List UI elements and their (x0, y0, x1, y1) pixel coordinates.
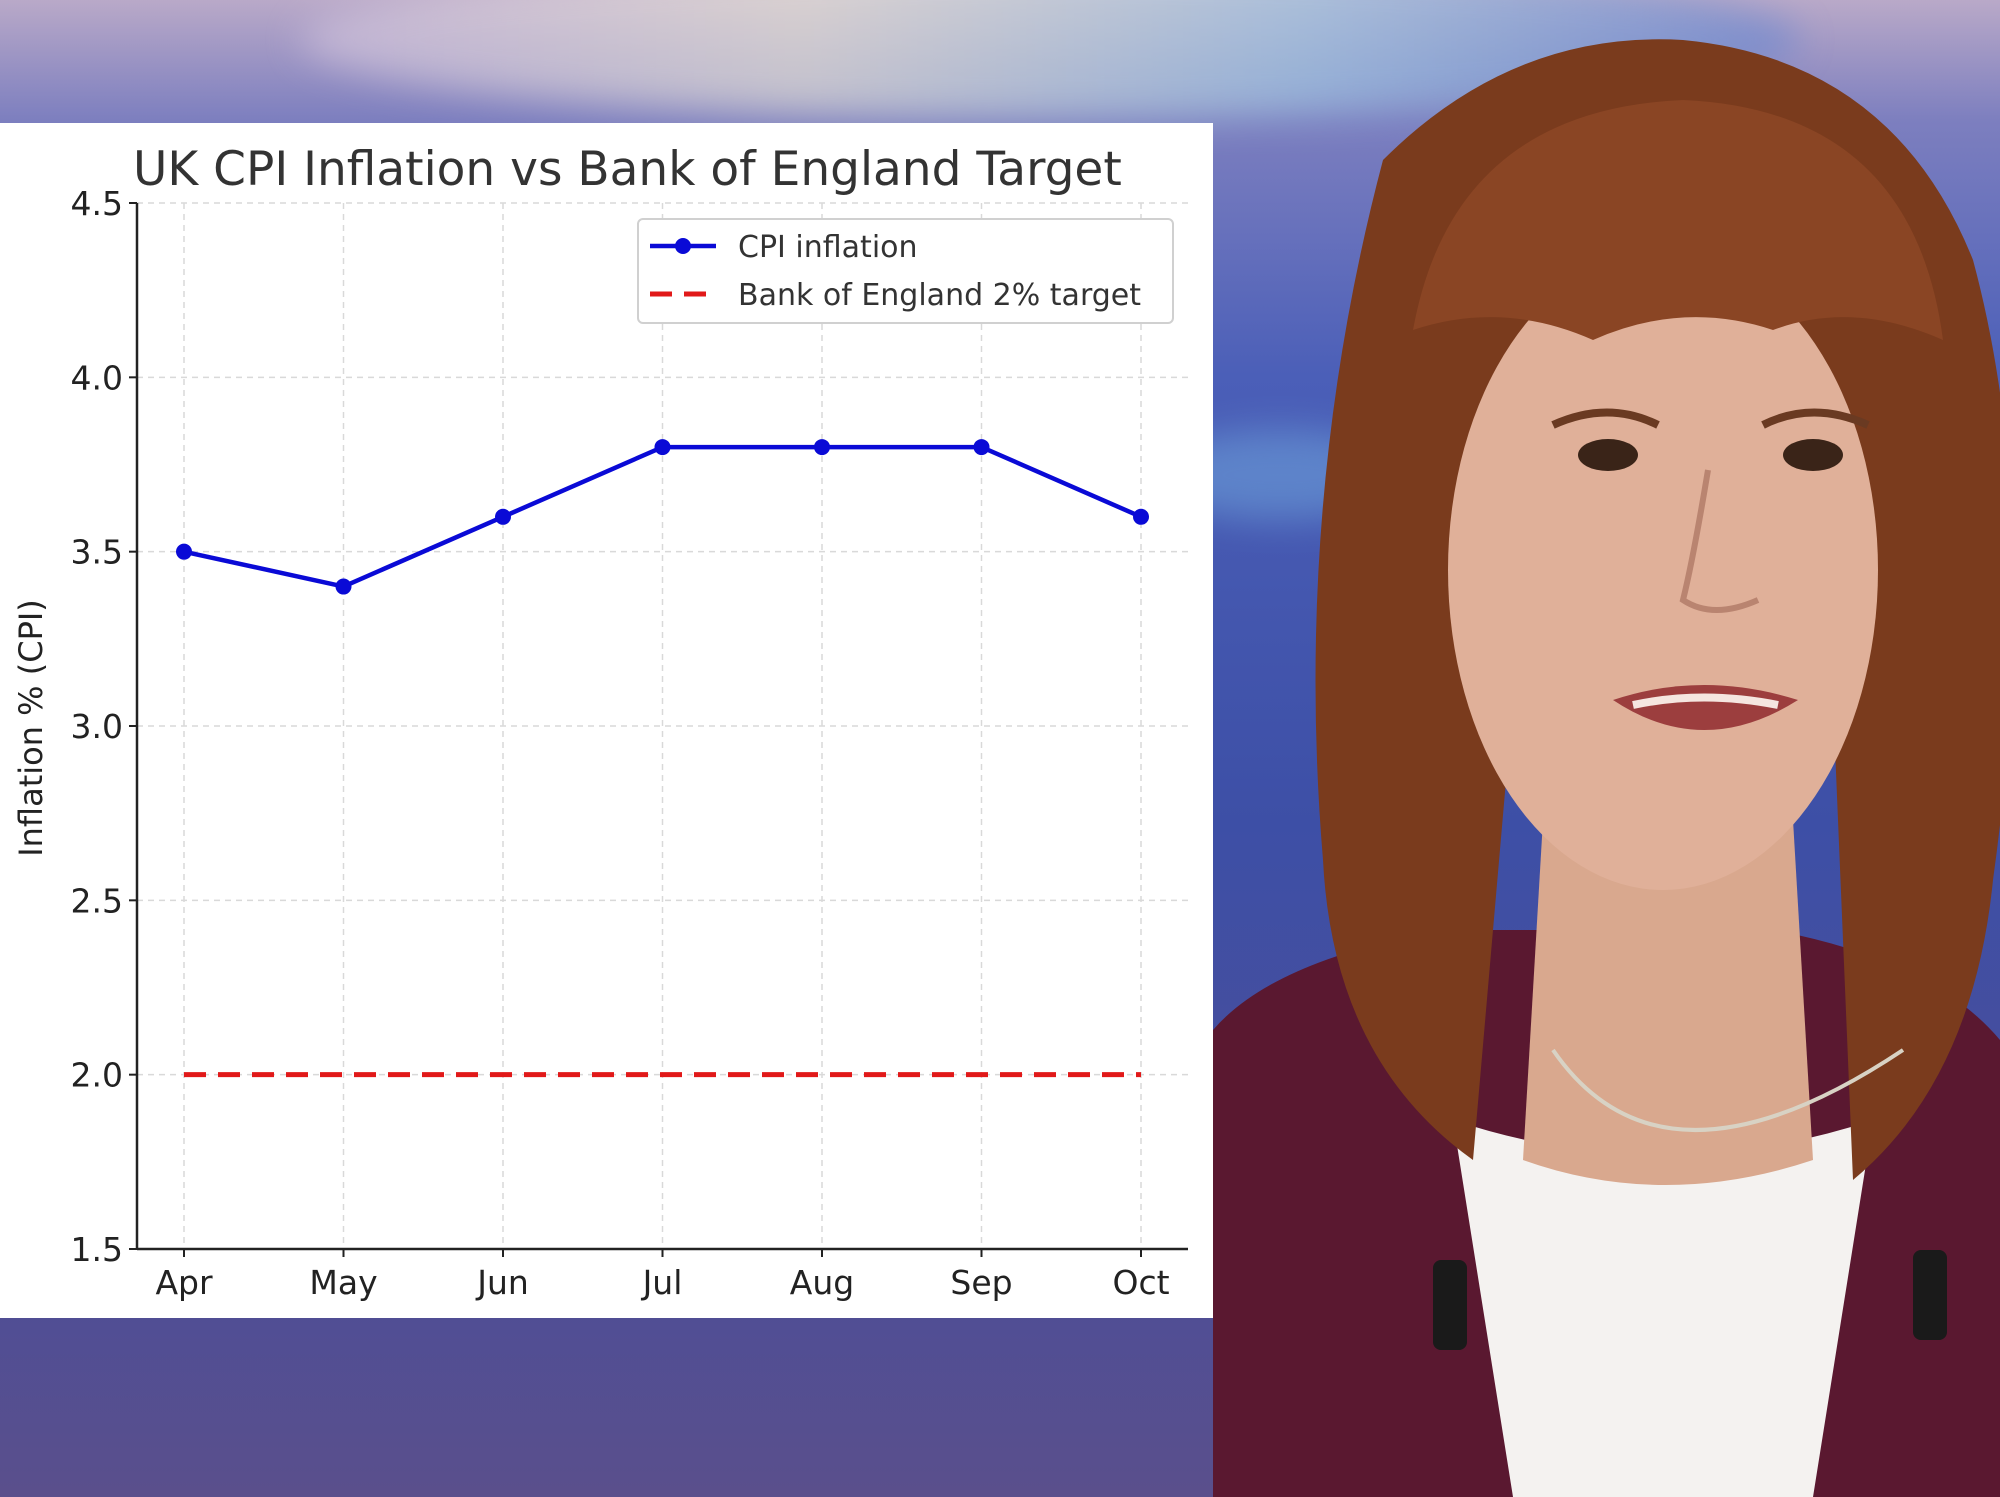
y-tick-label: 4.5 (71, 184, 123, 223)
cpi-line-chart: UK CPI Inflation vs Bank of England Targ… (12, 142, 1188, 1302)
cpi-data-point (335, 578, 352, 595)
y-tick-label: 2.0 (71, 1056, 123, 1095)
x-tick-label: Aug (790, 1263, 854, 1302)
legend-label-target: Bank of England 2% target (738, 278, 1141, 313)
y-tick-label: 1.5 (71, 1230, 123, 1269)
y-tick-label: 3.0 (71, 707, 123, 746)
legend: CPI inflation Bank of England 2% target (637, 218, 1174, 324)
legend-marker-cpi (675, 238, 691, 254)
cpi-data-point (1133, 508, 1149, 525)
y-tick-label: 3.5 (71, 533, 123, 572)
y-tick-label: 2.5 (71, 881, 123, 920)
x-tick-label: Jun (475, 1263, 529, 1302)
x-tick-label: Sep (950, 1263, 1012, 1302)
legend-label-cpi: CPI inflation (738, 230, 918, 265)
legend-box (637, 218, 1174, 324)
cpi-data-point (654, 439, 671, 456)
cpi-data-point (176, 543, 192, 560)
x-tick-label: Oct (1112, 1263, 1169, 1302)
chart-panel: UK CPI Inflation vs Bank of England Targ… (0, 123, 1213, 1318)
cpi-data-point (495, 508, 511, 525)
x-tick-label: May (309, 1263, 377, 1302)
cpi-data-point (814, 439, 830, 456)
x-tick-label: Jul (641, 1263, 683, 1302)
x-tick-label: Apr (155, 1263, 213, 1302)
y-tick-label: 4.0 (71, 358, 123, 397)
speaker-photo (1213, 0, 2000, 1497)
chart-title: UK CPI Inflation vs Bank of England Targ… (133, 142, 1122, 197)
y-axis-title: Inflation % (CPI) (12, 599, 50, 857)
cpi-data-point (973, 439, 990, 456)
